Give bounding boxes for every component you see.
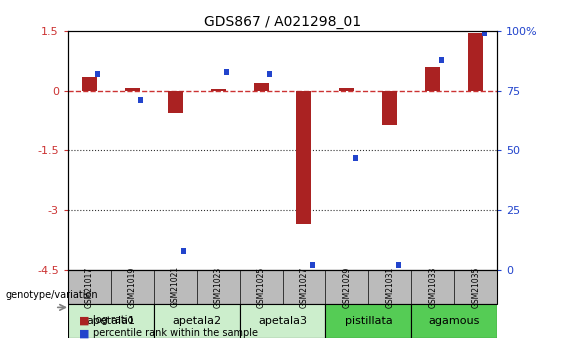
Text: agamous: agamous — [429, 316, 480, 326]
Text: GSM21033: GSM21033 — [428, 266, 437, 308]
Text: genotype/variation: genotype/variation — [6, 290, 98, 300]
Bar — [383, 91, 397, 125]
Text: GSM21025: GSM21025 — [257, 266, 266, 307]
Bar — [468, 33, 483, 91]
FancyBboxPatch shape — [68, 304, 154, 338]
Text: GSM21021: GSM21021 — [171, 266, 180, 307]
Text: GSM21023: GSM21023 — [214, 266, 223, 307]
Title: GDS867 / A021298_01: GDS867 / A021298_01 — [204, 14, 361, 29]
Bar — [396, 262, 401, 268]
Bar — [211, 89, 225, 91]
Bar — [125, 88, 140, 91]
Bar — [267, 71, 272, 77]
Text: GSM21035: GSM21035 — [471, 266, 480, 308]
Text: GSM21031: GSM21031 — [385, 266, 394, 307]
Text: percentile rank within the sample: percentile rank within the sample — [93, 328, 258, 338]
Bar — [425, 67, 440, 91]
FancyBboxPatch shape — [68, 270, 497, 304]
Text: apetala1: apetala1 — [86, 316, 135, 326]
FancyBboxPatch shape — [154, 304, 240, 338]
Bar — [168, 91, 182, 113]
Bar — [181, 248, 186, 254]
Bar — [353, 155, 358, 161]
Text: pistillata: pistillata — [345, 316, 392, 326]
FancyBboxPatch shape — [411, 304, 497, 338]
Text: GSM21029: GSM21029 — [342, 266, 351, 307]
Text: GSM21017: GSM21017 — [85, 266, 94, 307]
Bar — [297, 91, 311, 224]
Bar — [310, 262, 315, 268]
Text: GSM21027: GSM21027 — [299, 266, 308, 307]
Text: apetala2: apetala2 — [172, 316, 221, 326]
Bar — [138, 97, 144, 103]
Bar — [82, 77, 97, 91]
Bar — [439, 57, 444, 63]
Bar — [340, 88, 354, 91]
Text: ■: ■ — [79, 328, 90, 338]
Bar — [95, 71, 101, 77]
FancyBboxPatch shape — [325, 304, 411, 338]
Bar — [254, 83, 268, 91]
Text: log ratio: log ratio — [93, 315, 133, 325]
Text: ■: ■ — [79, 315, 90, 325]
Bar — [224, 69, 229, 75]
Bar — [482, 30, 487, 37]
Text: GSM21019: GSM21019 — [128, 266, 137, 307]
Text: apetala3: apetala3 — [258, 316, 307, 326]
FancyBboxPatch shape — [240, 304, 325, 338]
